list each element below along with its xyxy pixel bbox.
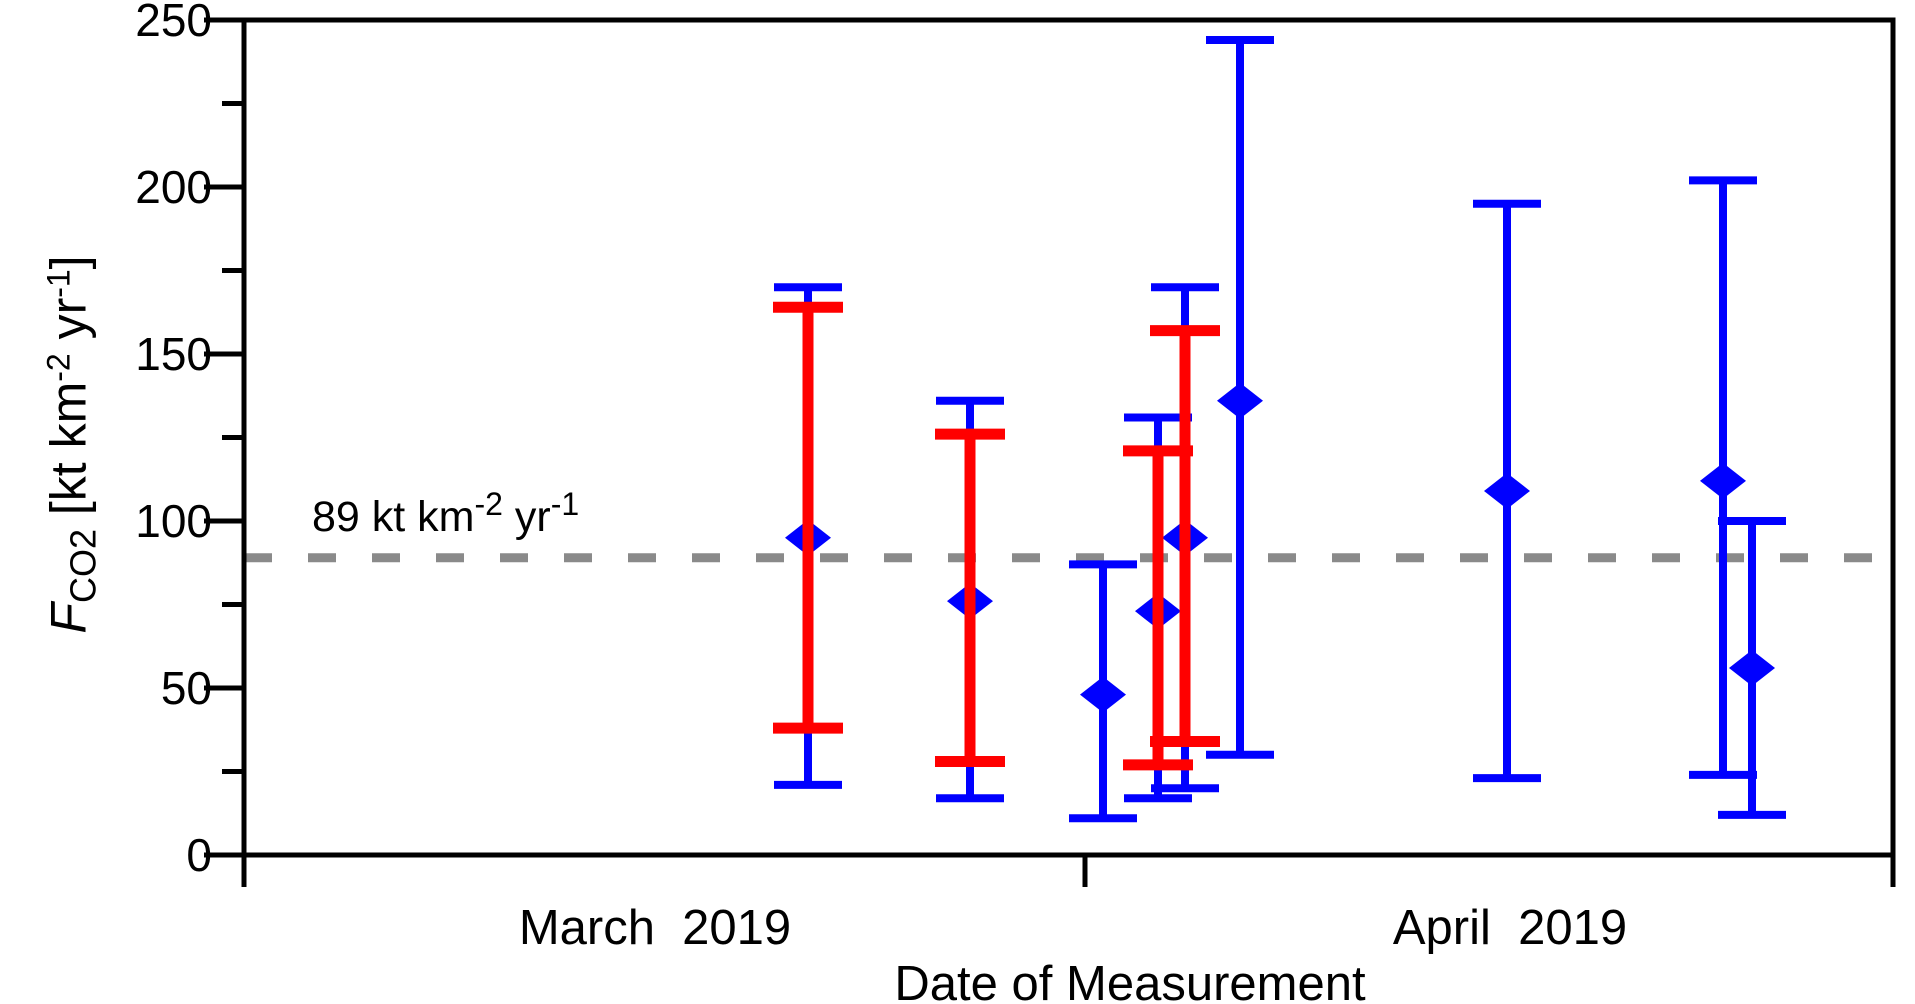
plot-frame [241,17,1896,858]
x-tick-label-march-2019: March 2019 [518,901,792,955]
y-axis-title-symbol: F [40,603,97,634]
y-tick-label-200: 200 [135,161,212,213]
x-tick-label-april-2019: April 2019 [1392,901,1628,955]
y-tick-label-100: 100 [135,495,212,547]
y-axis-title-subscript: CO2 [62,529,104,604]
y-tick-label-150: 150 [135,328,212,380]
y-tick-label-0: 0 [186,829,212,881]
data-point-diamond [1217,382,1263,419]
y-axis-title: FCO2 [kt km-2 yr-1] [40,255,104,634]
data-point-diamond [1700,462,1746,499]
y-tick-label-50: 50 [160,662,212,714]
data-point-diamond [1729,649,1775,686]
data-point-diamond [1080,676,1126,713]
x-axis-title: Date of Measurement [894,957,1366,1004]
data-point-diamond [1484,472,1530,509]
y-tick-label-250: 250 [135,0,212,46]
reference-line-annotation: 89 kt km-2 yr-1 [312,486,580,541]
